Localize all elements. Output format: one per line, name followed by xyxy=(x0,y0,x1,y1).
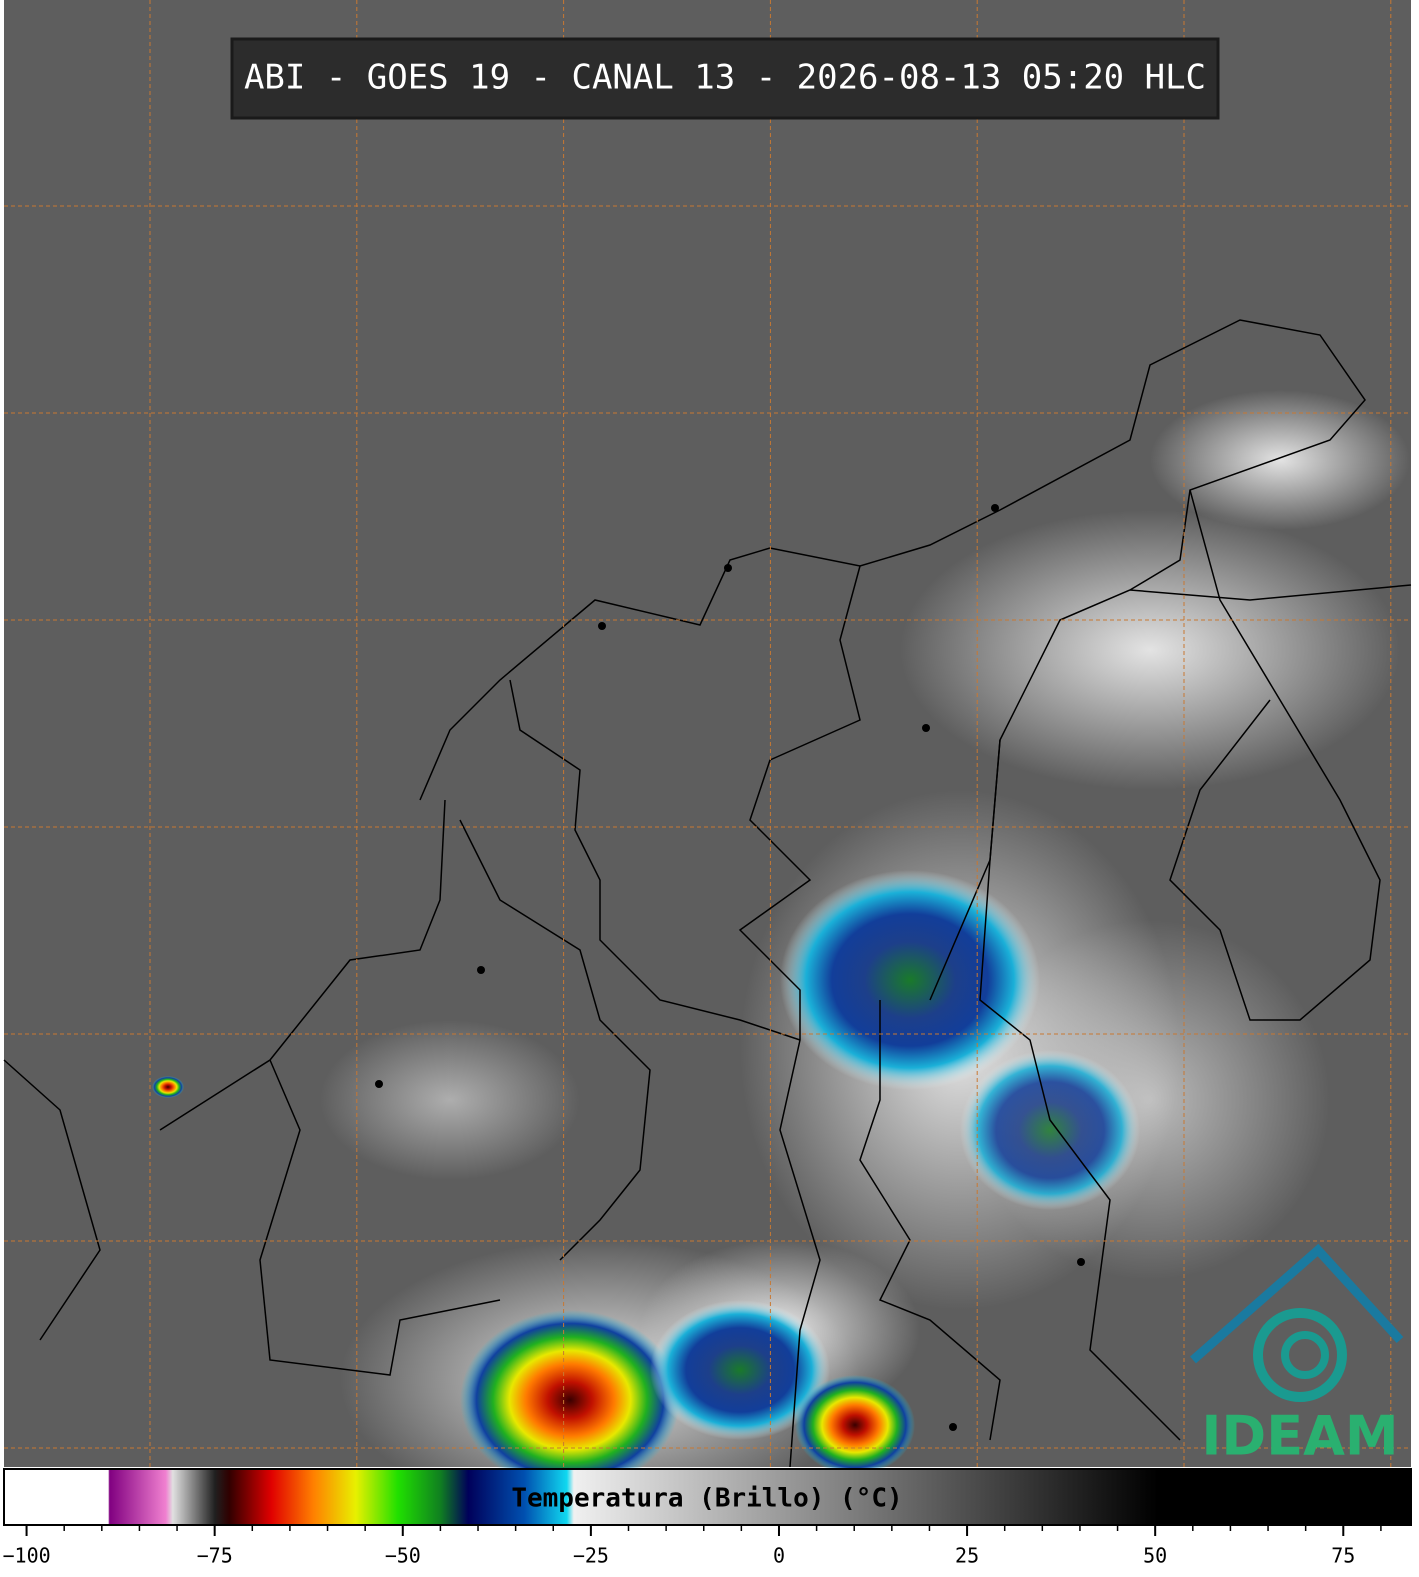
tick-label: −50 xyxy=(385,1544,421,1568)
logo-text: IDEAM xyxy=(1201,1405,1398,1468)
tick-label: −25 xyxy=(573,1544,609,1568)
storms xyxy=(152,870,1140,1490)
cities xyxy=(375,504,1085,1431)
tick-label: −100 xyxy=(2,1544,50,1568)
colorbar xyxy=(3,1468,1412,1526)
logo: IDEAM xyxy=(1190,1243,1404,1468)
coastlines xyxy=(3,319,1412,1468)
colorbar-ticks: −100 −75 −50 −25 0 25 50 75 xyxy=(2,1525,1382,1568)
title-box xyxy=(230,37,1220,120)
colorbar-label: Temperatura (Brillo) (°C) xyxy=(511,1484,902,1514)
tick-label: 75 xyxy=(1331,1544,1355,1568)
clouds xyxy=(320,390,1410,1520)
tick-label: 25 xyxy=(955,1544,979,1568)
tick-label: −75 xyxy=(197,1544,233,1568)
title: ABI - GOES 19 - CANAL 13 - 2026-08-13 05… xyxy=(244,58,1206,98)
tick-label: 50 xyxy=(1143,1544,1167,1568)
tick-label: 0 xyxy=(773,1544,785,1568)
graticule xyxy=(4,0,1411,1467)
